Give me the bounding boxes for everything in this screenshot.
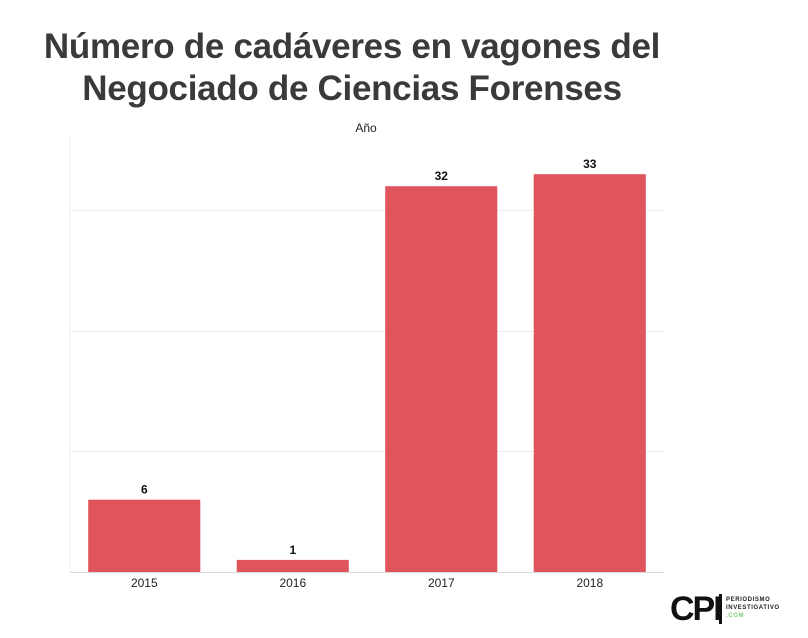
x-tick-label-2015: 2015	[131, 576, 158, 590]
chart-title: Número de cadáveres en vagones del Negoc…	[0, 26, 704, 110]
bar-2016	[236, 559, 349, 572]
bars-layer	[88, 174, 646, 572]
logo-text: PERIODISMO INVESTIGATIVO .COM	[726, 596, 780, 620]
logo-line-2: INVESTIGATIVO	[726, 605, 780, 611]
chart-title-line-1: Número de cadáveres en vagones del	[43, 27, 661, 66]
x-axis-label: Año	[355, 121, 377, 135]
logo-line-3: .COM	[726, 613, 745, 619]
data-label-2018: 33	[583, 157, 597, 171]
bar-2017	[385, 186, 498, 572]
data-label-2015: 6	[141, 483, 148, 497]
logo-mark: CPI	[670, 590, 723, 628]
x-tick-labels-layer: 2015 2016 2017 2018	[131, 576, 604, 590]
data-label-2016: 1	[289, 543, 296, 557]
x-tick-label-2018: 2018	[576, 576, 603, 590]
logo-line-1: PERIODISMO	[726, 597, 771, 603]
chart-title-line-2: Negociado de Ciencias Forenses	[82, 69, 622, 108]
cpi-logo: CPI PERIODISMO INVESTIGATIVO .COM	[670, 590, 780, 630]
data-label-2017: 32	[435, 169, 449, 183]
bar-2015	[88, 499, 201, 572]
x-tick-label-2016: 2016	[279, 576, 306, 590]
data-labels-layer: 6 1 32 33	[141, 157, 597, 557]
logo-divider	[719, 594, 722, 624]
x-tick-label-2017: 2017	[428, 576, 455, 590]
bar-2018	[533, 174, 646, 572]
